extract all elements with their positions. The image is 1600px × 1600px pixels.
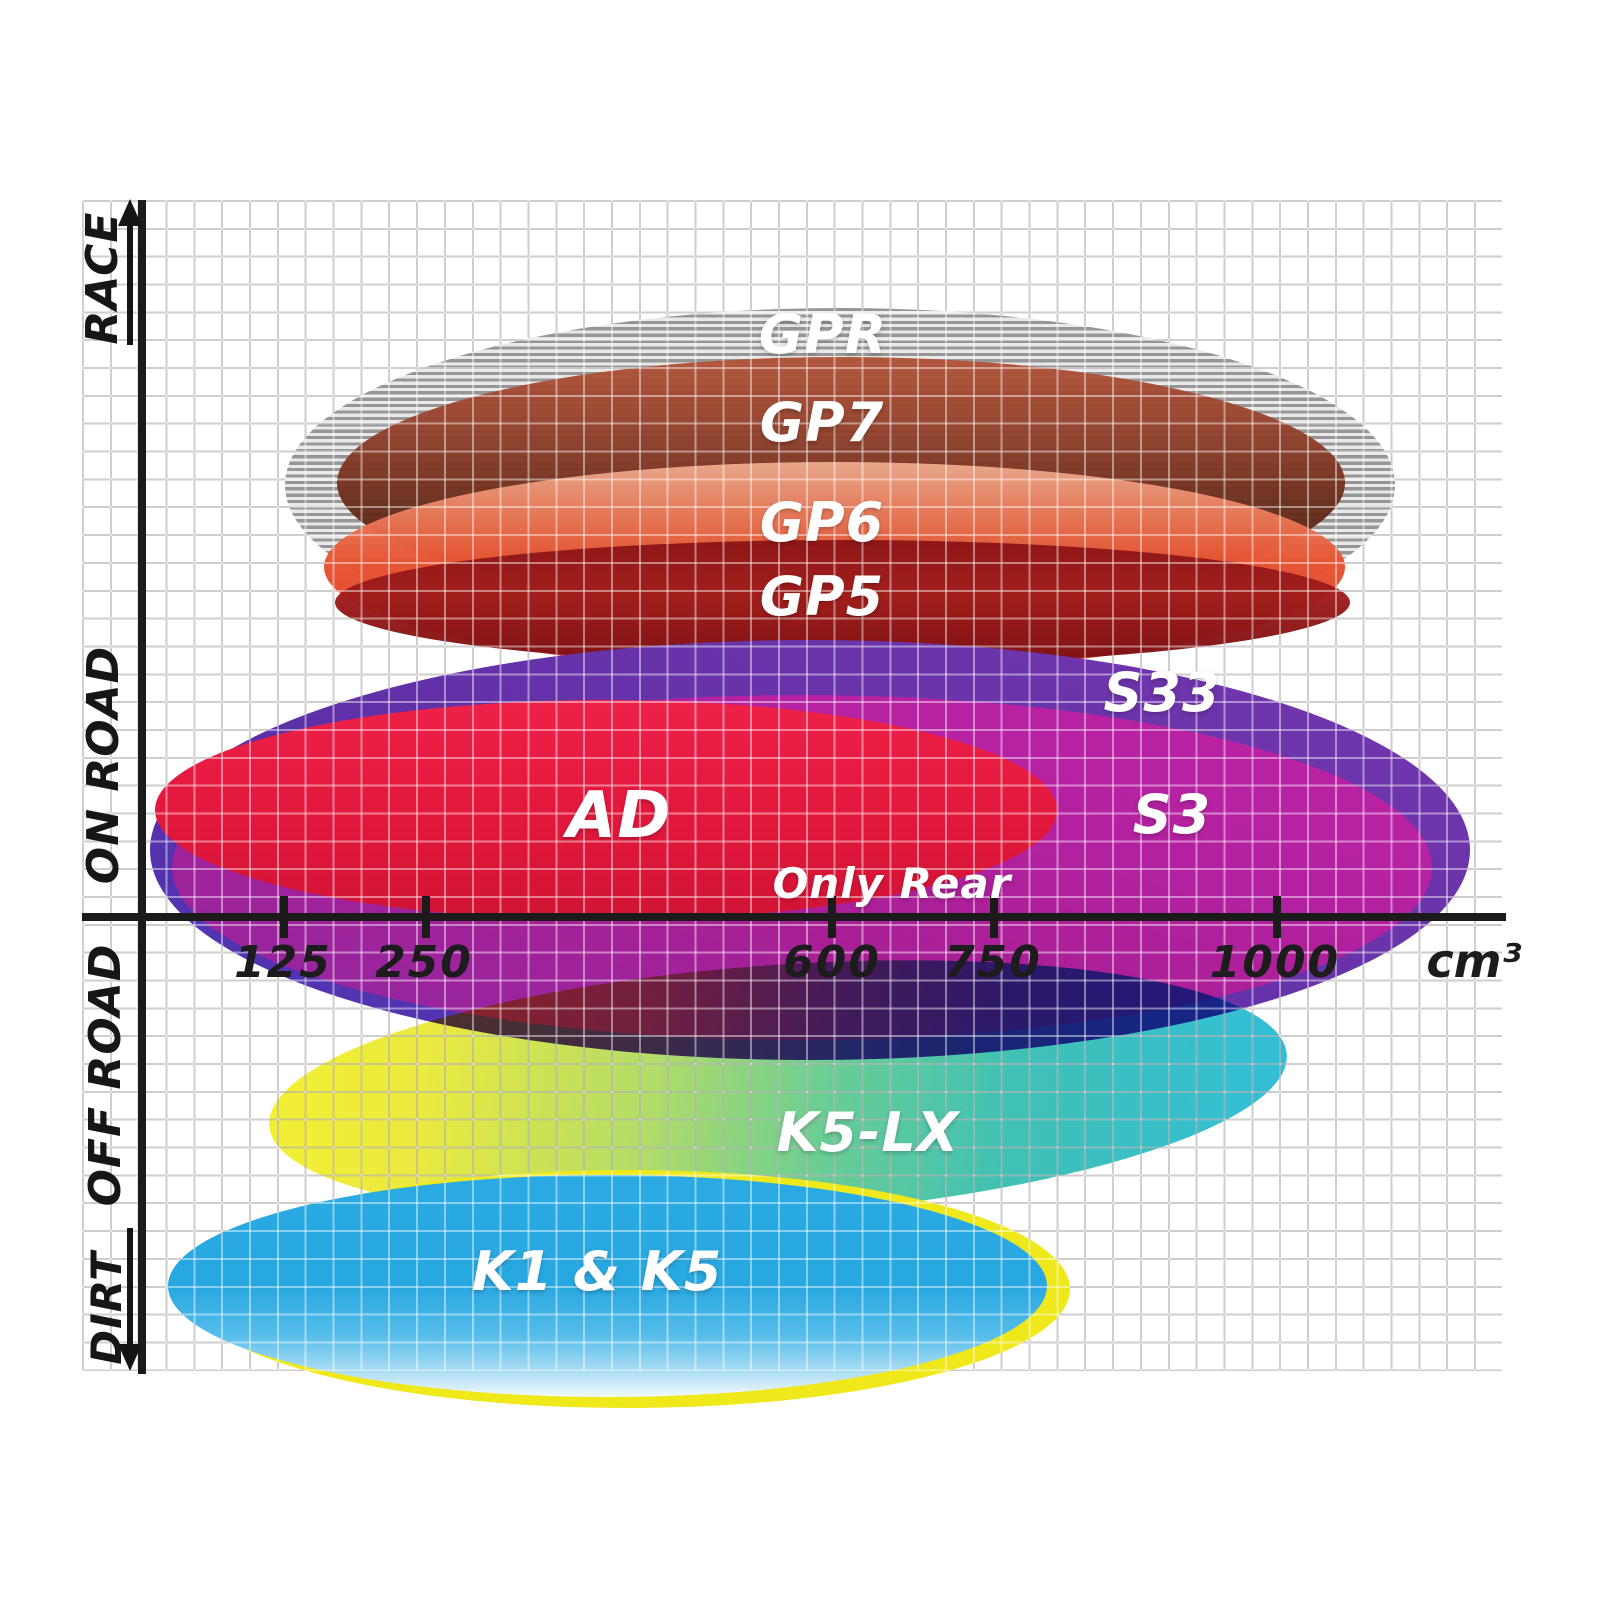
x-tick-125 [280, 896, 288, 938]
x-axis-unit-label: cm³ [1426, 934, 1522, 988]
x-tick-250 [422, 896, 430, 938]
y-label-dirt: DIRT [82, 1251, 131, 1365]
series-label-gpr: GPR [758, 303, 888, 366]
x-tick-label-1000: 1000 [1209, 937, 1341, 988]
race-arrow-line [127, 224, 133, 345]
series-note-only-rear: Only Rear [772, 859, 1012, 908]
series-label-k1k5: K1 & K5 [471, 1240, 723, 1303]
x-tick-label-600: 600 [783, 937, 881, 988]
y-label-on-road: ON ROAD [78, 645, 129, 885]
x-tick-750 [990, 896, 998, 938]
series-ellipse-ad [155, 700, 1057, 920]
x-tick-label-250: 250 [375, 937, 473, 988]
dirt-arrow-line [127, 1228, 133, 1346]
series-label-s33: S33 [1103, 661, 1221, 724]
y-label-off-road: OFF ROAD [80, 943, 131, 1207]
x-tick-label-125: 125 [234, 937, 332, 988]
dirt-arrow-down-icon [118, 1344, 142, 1371]
x-tick-1000 [1273, 896, 1281, 938]
x-axis-line [82, 913, 1506, 921]
x-tick-label-750: 750 [944, 937, 1042, 988]
series-label-s3: S3 [1132, 783, 1212, 846]
series-ellipse-k1k5 [168, 1175, 1047, 1397]
series-label-gp5: GP5 [759, 565, 885, 628]
series-label-gp6: GP6 [759, 491, 885, 554]
series-label-ad: AD [566, 779, 672, 853]
race-arrow-up-icon [118, 199, 142, 226]
y-label-race: RACE [77, 211, 128, 345]
series-label-k5lx: K5-LX [776, 1101, 960, 1164]
y-axis-line [138, 200, 146, 1374]
x-tick-600 [828, 896, 836, 938]
series-label-gp7: GP7 [759, 391, 885, 454]
